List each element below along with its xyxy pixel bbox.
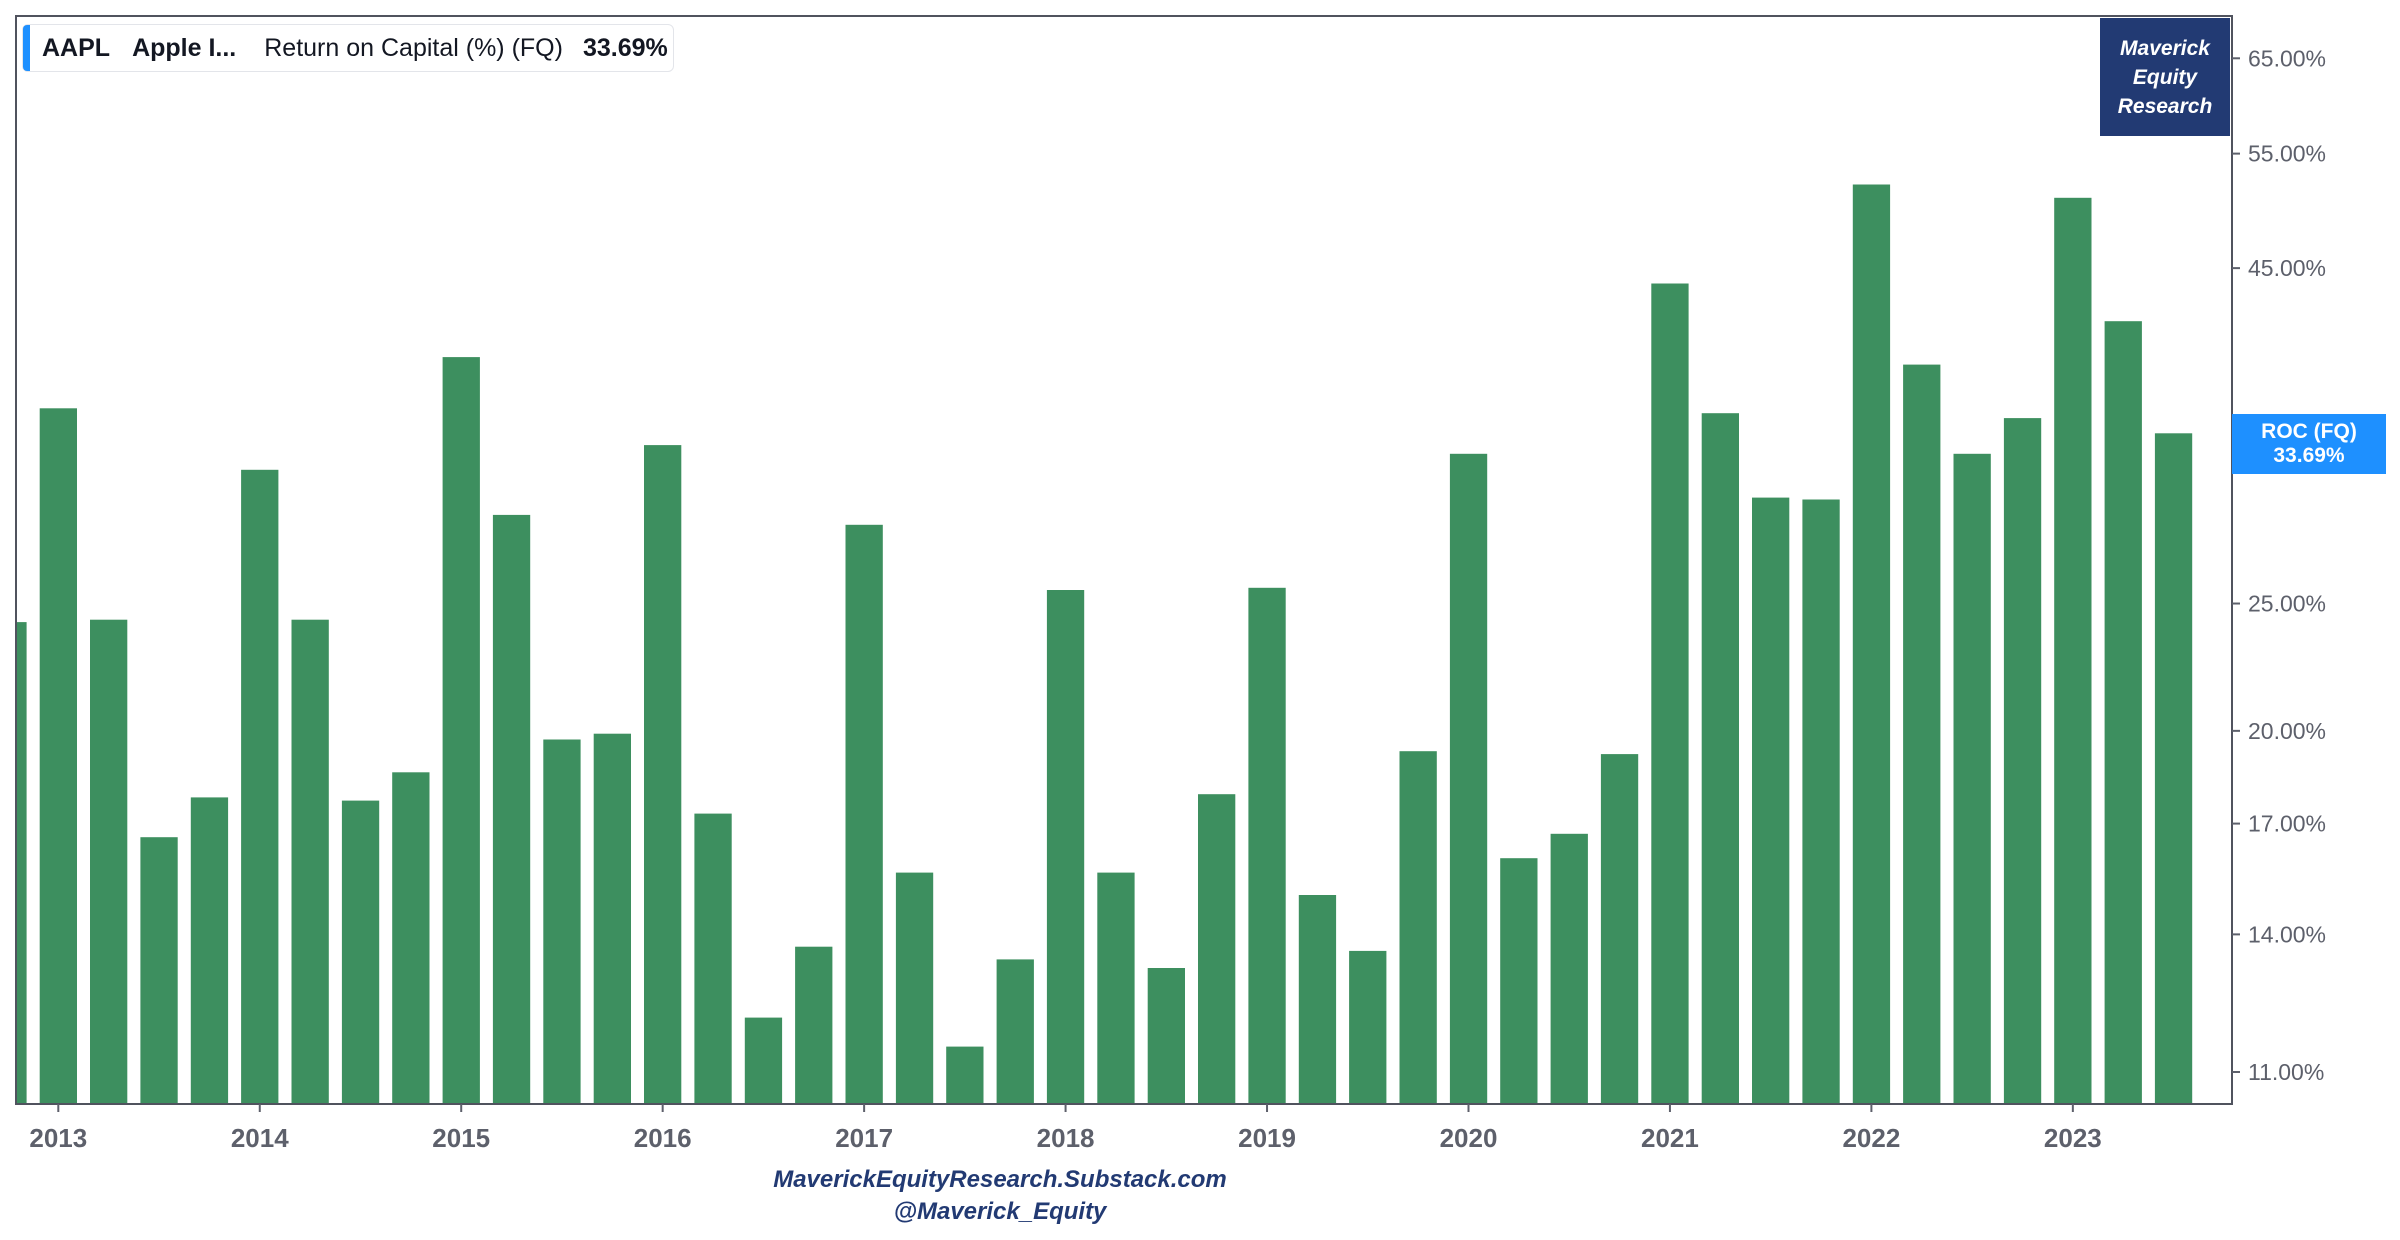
bar: [1953, 453, 1991, 1103]
bar: [241, 469, 279, 1103]
legend-ticker: AAPL: [42, 33, 111, 62]
y-tick-label: 25.00%: [2248, 591, 2326, 617]
bar: [1399, 751, 1437, 1103]
bar: [140, 837, 178, 1103]
x-tick-label: 2014: [231, 1123, 289, 1153]
current-value-tag-label: ROC (FQ): [2261, 420, 2357, 443]
bar: [1046, 590, 1085, 1103]
bar: [1248, 587, 1286, 1103]
footer-website: MaverickEquityResearch.Substack.com: [773, 1166, 1227, 1193]
bar: [946, 1046, 984, 1103]
brand-line-2: Equity: [2132, 65, 2198, 89]
bar: [1852, 184, 1891, 1103]
bar: [2104, 321, 2142, 1103]
bar: [1097, 872, 1135, 1103]
bar: [1550, 833, 1588, 1103]
brand-logo: Maverick Equity Research: [2100, 18, 2230, 136]
y-tick-label: 55.00%: [2248, 141, 2326, 167]
x-tick-label: 2023: [2044, 1123, 2102, 1153]
brand-line-1: Maverick: [2120, 36, 2210, 60]
y-tick-label: 14.00%: [2248, 921, 2326, 947]
bar: [845, 524, 883, 1103]
bar: [1752, 497, 1790, 1103]
x-tick-label: 2016: [634, 1123, 692, 1153]
bar: [1449, 453, 1488, 1103]
y-tick-label: 11.00%: [2248, 1059, 2324, 1085]
bar: [1500, 858, 1538, 1103]
x-tick-label: 2022: [1842, 1123, 1900, 1153]
y-tick-label: 45.00%: [2248, 255, 2326, 281]
bar: [39, 408, 77, 1103]
bar: [694, 813, 732, 1103]
bar: [1651, 283, 1689, 1103]
bar: [1701, 413, 1739, 1103]
bar: [190, 797, 229, 1103]
bar: [392, 772, 430, 1103]
bar: [543, 739, 581, 1103]
bar: [1198, 794, 1236, 1103]
bar: [90, 619, 128, 1103]
y-tick-label: 65.00%: [2248, 45, 2326, 71]
bar: [996, 959, 1034, 1103]
series-color-marker: [23, 25, 30, 71]
bar: [291, 619, 329, 1103]
bar: [1147, 968, 1185, 1103]
plot-frame: [15, 15, 2233, 1105]
bar: [2054, 197, 2092, 1103]
bar: [644, 445, 682, 1103]
bar: [593, 733, 631, 1103]
x-tick-label: 2021: [1641, 1123, 1699, 1153]
current-value-tag-value: 33.69%: [2273, 444, 2345, 467]
bar: [2003, 418, 2042, 1103]
bar: [1802, 499, 1840, 1103]
x-tick-label: 2013: [29, 1123, 87, 1153]
bar-group: [17, 184, 2193, 1103]
bar: [1298, 895, 1337, 1103]
bar: [2154, 433, 2193, 1103]
bar: [17, 622, 27, 1103]
legend-company-name: Apple I...: [132, 33, 237, 62]
bar: [744, 1017, 783, 1103]
x-axis: 2013 2014 2015 2016 2017 2018 2019 2020 2021 2022…: [29, 1104, 2102, 1153]
x-tick-label: 2018: [1037, 1123, 1095, 1153]
bar: [1600, 754, 1639, 1103]
x-tick-label: 2019: [1238, 1123, 1296, 1153]
bar: [895, 872, 934, 1103]
x-tick-label: 2020: [1440, 1123, 1498, 1153]
bar: [1349, 950, 1387, 1103]
x-tick-label: 2017: [835, 1123, 893, 1153]
legend-current-value: 33.69%: [582, 33, 668, 62]
series-legend[interactable]: AAPL Apple I... Return on Capital (%) (F…: [22, 24, 674, 72]
y-axis: 11.00% 14.00% 17.00% 20.00% 25.00% 45.00% 55.0…: [2232, 45, 2326, 1085]
legend-metric-label: Return on Capital (%) (FQ): [264, 33, 563, 62]
current-value-tag: ROC (FQ) 33.69%: [2232, 414, 2386, 474]
brand-line-3: Research: [2117, 94, 2213, 118]
y-tick-label: 17.00%: [2248, 811, 2326, 837]
bar: [795, 946, 833, 1103]
x-tick-label: 2015: [432, 1123, 490, 1153]
y-tick-label: 20.00%: [2248, 718, 2326, 744]
footer-handle: @Maverick_Equity: [893, 1198, 1107, 1225]
bar: [492, 514, 531, 1103]
bar: [442, 357, 480, 1103]
bar: [1903, 364, 1941, 1103]
bar: [341, 800, 380, 1103]
